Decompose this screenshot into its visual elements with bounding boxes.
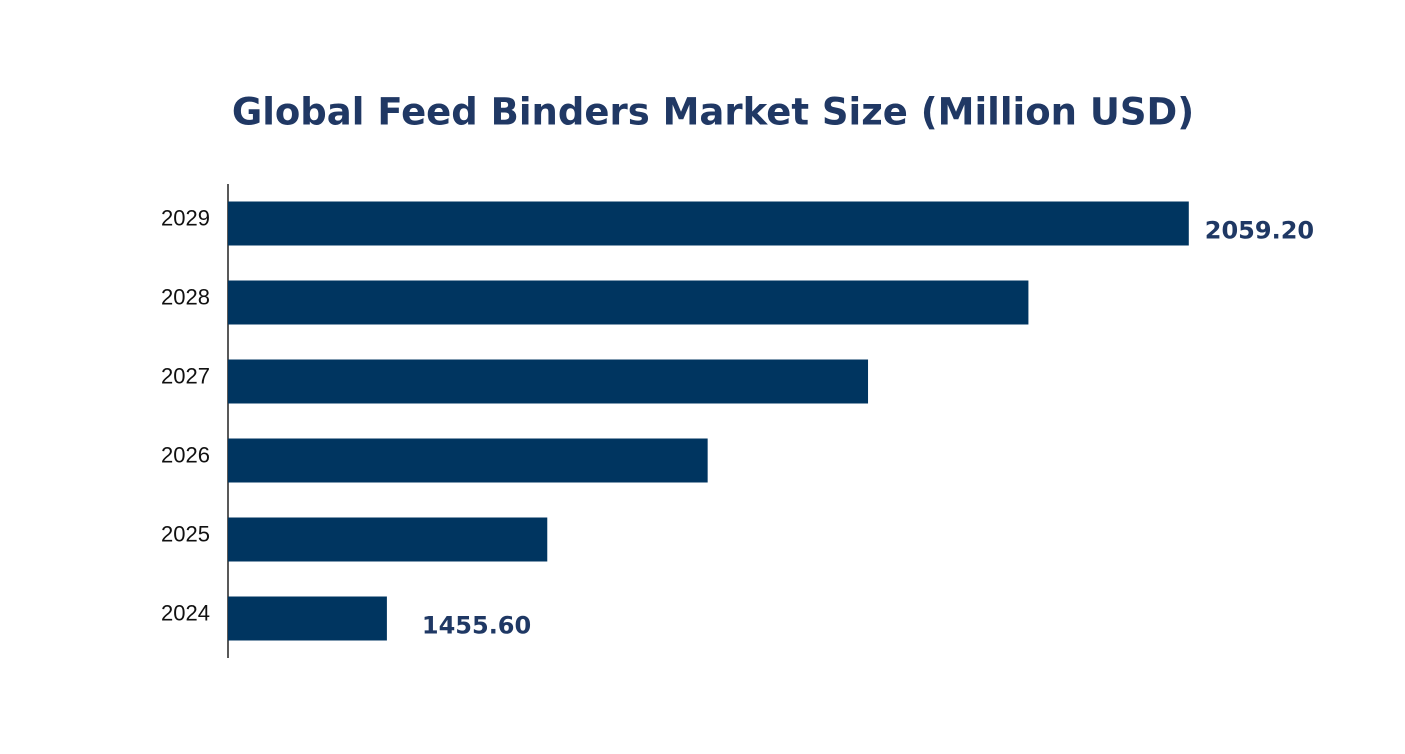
bar (228, 201, 1189, 246)
y-tick-label: 2026 (161, 442, 210, 467)
y-tick-label: 2027 (161, 363, 210, 388)
y-tick-label: 2025 (161, 521, 210, 546)
value-label: 1455.60 (422, 612, 531, 640)
bar (228, 438, 708, 483)
bar (228, 517, 548, 562)
y-tick-label: 2028 (161, 284, 210, 309)
bar (228, 280, 1029, 325)
y-tick-label: 2029 (161, 205, 210, 230)
bar (228, 359, 869, 404)
value-label: 2059.20 (1205, 217, 1314, 245)
chart-title: Global Feed Binders Market Size (Million… (232, 91, 1194, 134)
y-tick-label: 2024 (161, 600, 210, 625)
bar (228, 596, 387, 641)
